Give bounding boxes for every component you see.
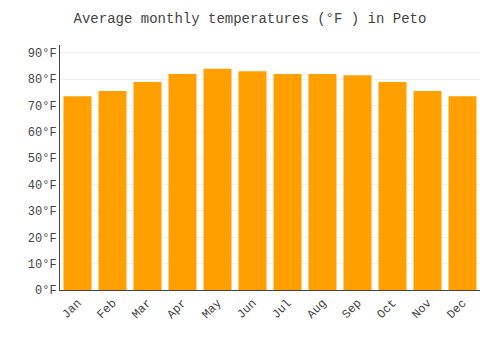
svg-text:80°F: 80°F bbox=[28, 73, 57, 87]
svg-text:10°F: 10°F bbox=[28, 258, 57, 272]
svg-text:50°F: 50°F bbox=[28, 152, 57, 166]
svg-text:Mar: Mar bbox=[129, 297, 154, 322]
svg-text:20°F: 20°F bbox=[28, 232, 57, 246]
svg-text:40°F: 40°F bbox=[28, 179, 57, 193]
svg-text:90°F: 90°F bbox=[28, 47, 57, 61]
svg-text:Feb: Feb bbox=[94, 297, 119, 322]
svg-text:0°F: 0°F bbox=[35, 284, 57, 298]
svg-text:Oct: Oct bbox=[374, 297, 399, 322]
svg-text:May: May bbox=[199, 297, 224, 322]
svg-text:Sep: Sep bbox=[339, 297, 364, 322]
svg-text:Average monthly temperatures (: Average monthly temperatures (°F ) in Pe… bbox=[74, 11, 427, 27]
svg-text:Jan: Jan bbox=[59, 297, 84, 322]
svg-text:70°F: 70°F bbox=[28, 100, 57, 114]
svg-text:30°F: 30°F bbox=[28, 205, 57, 219]
svg-text:Aug: Aug bbox=[304, 297, 329, 322]
svg-text:Apr: Apr bbox=[164, 297, 189, 322]
svg-text:60°F: 60°F bbox=[28, 126, 57, 140]
svg-text:Jul: Jul bbox=[269, 297, 294, 322]
svg-text:Nov: Nov bbox=[409, 297, 434, 322]
svg-text:Dec: Dec bbox=[444, 297, 469, 322]
svg-text:Jun: Jun bbox=[234, 297, 259, 322]
